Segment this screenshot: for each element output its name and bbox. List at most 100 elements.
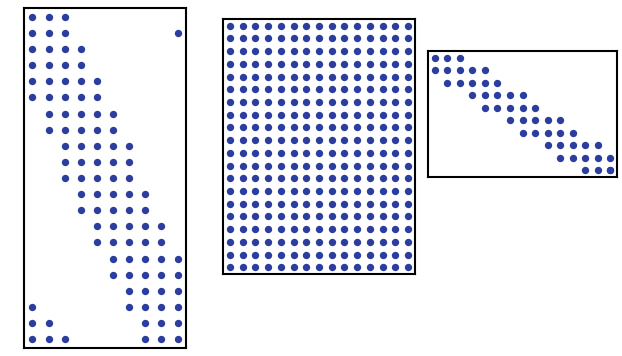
Point [365,48,375,54]
Point [276,214,286,219]
Point [340,125,350,130]
Point [340,265,350,270]
Point [289,188,299,194]
Point [518,105,527,111]
Point [108,191,118,197]
Point [365,87,375,92]
Point [314,226,324,232]
Point [238,125,248,130]
Point [60,336,70,342]
Point [225,87,235,92]
Point [238,137,248,143]
Point [76,111,86,116]
Point [340,188,350,194]
Point [327,112,337,117]
Point [314,61,324,67]
Point [251,125,261,130]
Point [352,112,362,117]
Point [289,61,299,67]
Point [301,188,311,194]
Point [225,252,235,257]
Point [263,36,273,41]
Point [327,150,337,156]
Point [378,99,388,105]
Point [314,112,324,117]
Point [263,137,273,143]
Point [44,111,53,116]
Point [124,240,134,245]
Point [403,239,413,245]
Point [352,176,362,181]
Point [60,127,70,132]
Point [263,74,273,79]
Point [238,87,248,92]
Point [225,48,235,54]
Point [156,240,166,245]
Point [468,67,478,73]
Point [124,191,134,197]
Point [327,252,337,257]
Point [276,87,286,92]
Point [327,188,337,194]
Point [60,14,70,20]
Point [530,130,540,136]
Point [238,163,248,168]
Point [403,201,413,206]
Point [289,201,299,206]
Point [44,320,53,326]
Point [493,92,503,98]
Point [289,214,299,219]
Point [391,150,401,156]
Point [141,272,151,278]
Point [44,127,53,132]
Point [238,252,248,257]
Point [289,163,299,168]
Point [480,92,490,98]
Point [327,23,337,28]
Point [289,99,299,105]
Point [403,112,413,117]
Point [327,201,337,206]
Point [238,214,248,219]
Point [327,99,337,105]
Point [263,176,273,181]
Point [124,143,134,148]
Point [289,150,299,156]
Point [327,36,337,41]
Point [442,67,452,73]
Point [251,239,261,245]
Point [314,239,324,245]
Point [378,74,388,79]
Point [378,176,388,181]
Point [391,176,401,181]
Point [238,201,248,206]
Point [44,95,53,100]
Point [301,226,311,232]
Point [27,14,37,20]
Point [340,226,350,232]
Point [314,48,324,54]
Point [141,320,151,326]
Point [480,67,490,73]
Point [403,74,413,79]
Point [251,99,261,105]
Point [141,304,151,310]
Point [403,176,413,181]
Point [365,61,375,67]
Point [403,99,413,105]
Point [378,61,388,67]
Point [403,188,413,194]
Point [289,252,299,257]
Point [365,150,375,156]
Point [365,176,375,181]
Point [276,226,286,232]
Point [340,137,350,143]
Point [276,265,286,270]
Point [238,112,248,117]
Point [289,125,299,130]
Point [27,320,37,326]
Point [505,92,515,98]
Point [301,23,311,28]
Point [76,95,86,100]
Point [76,175,86,181]
